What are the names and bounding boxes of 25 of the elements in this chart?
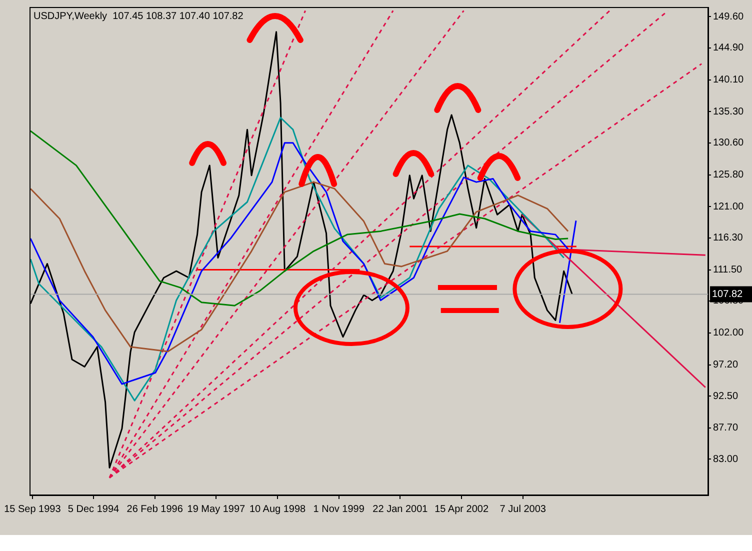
y-tick-label: 125.80 [713,170,744,181]
x-tick-label: 26 Feb 1996 [126,504,184,515]
x-tick-label: 15 Apr 2002 [434,504,489,515]
x-tick-label: 1 Nov 1999 [313,504,365,515]
x-tick-label: 15 Sep 1993 [4,504,62,515]
x-tick-label: 5 Dec 1994 [68,504,120,515]
y-tick-label: 144.90 [713,42,744,54]
y-tick-label: 102.00 [713,328,744,339]
x-tick-label: 10 Aug 1998 [249,504,306,515]
x-tick-label: 7 Jul 2003 [500,504,546,515]
y-tick-label: 97.20 [713,360,738,371]
ref-line-label: 107.82 [712,288,744,300]
y-tick-label: 135.30 [713,106,744,118]
y-tick-label: 87.70 [713,422,738,434]
chart-title: USDJPY,Weekly 107.45 108.37 107.40 107.82 [34,10,244,22]
y-tick-label: 121.00 [713,201,744,212]
y-tick-label: 83.00 [713,454,738,465]
y-tick-label: 130.60 [713,138,744,149]
y-tick-label: 116.30 [713,232,744,244]
x-tick-label: 19 May 1997 [187,504,246,515]
y-tick-label: 111.50 [713,264,743,276]
y-tick-label: 149.60 [713,11,744,22]
x-tick-label: 22 Jan 2001 [372,504,428,515]
y-tick-label: 92.50 [713,390,738,402]
y-tick-label: 140.10 [713,74,744,86]
